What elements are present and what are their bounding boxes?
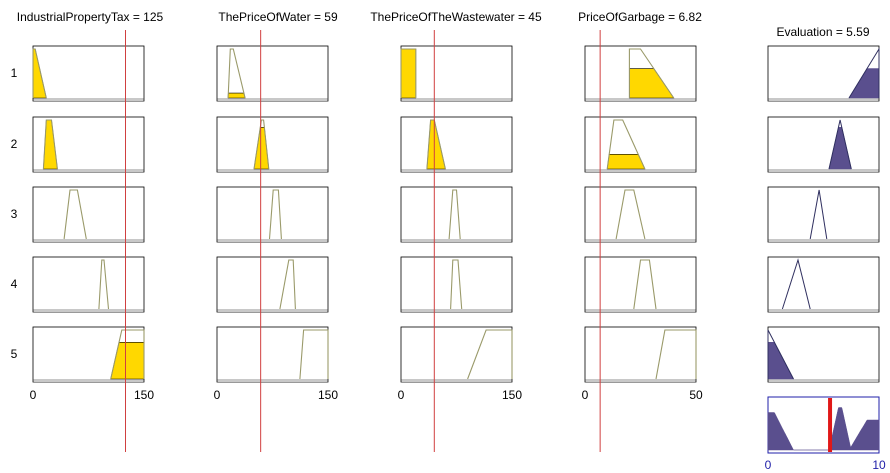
membership-function-line (628, 48, 675, 99)
rule-label-4: 4 (11, 277, 18, 291)
rule-4-input-2-panel (216, 256, 329, 313)
membership-function-line (268, 189, 282, 240)
axis-tick-labels: 0 150 0 150 0 150 0 50 0 10 (30, 388, 886, 472)
input-title-3: ThePriceOfTheWastewater = 45 (370, 10, 542, 24)
rule-3-input-2-panel (216, 186, 329, 243)
rule-2-input-1-panel (32, 116, 145, 173)
rule-5-input-3-panel (400, 326, 513, 383)
output-membership-line (828, 119, 852, 170)
rule-1-input-2-panel (216, 45, 329, 102)
aggregated-output-area (767, 407, 880, 451)
tick-label-max: 150 (318, 388, 338, 402)
input-value-indicators[interactable] (125, 30, 601, 452)
membership-function-line (450, 259, 463, 310)
output-tick-label-min: 0 (765, 458, 772, 472)
rule-4-input-3-panel (400, 256, 513, 313)
rule-5-input-1-panel (32, 326, 145, 383)
tick-label-max: 150 (134, 388, 154, 402)
output-title: Evaluation = 5.59 (776, 25, 869, 39)
rule-5-input-2-panel (216, 326, 329, 383)
membership-function-line (467, 329, 513, 380)
column-titles: IndustrialPropertyTax = 125 ThePriceOfWat… (17, 10, 870, 39)
rule-label-1: 1 (11, 66, 18, 80)
tick-label-min: 0 (214, 388, 221, 402)
aggregated-output-panel (767, 396, 880, 454)
rule-4-output-panel (767, 256, 880, 313)
input-title-4: PriceOfGarbage = 6.82 (578, 10, 702, 24)
tick-label-max: 150 (502, 388, 522, 402)
rule-4-input-1-panel (32, 256, 145, 313)
rule-3-input-3-panel (400, 186, 513, 243)
rule-1-output-panel (767, 45, 880, 102)
firing-strength-area (227, 92, 246, 99)
rule-5-output-panel (767, 326, 880, 383)
tick-label-max: 50 (689, 388, 703, 402)
membership-function-line (63, 189, 87, 240)
output-membership-line (809, 189, 828, 240)
membership-function-line (299, 329, 329, 380)
output-membership-line (767, 329, 794, 380)
rule-label-3: 3 (11, 207, 18, 221)
rule-3-output-panel (767, 186, 880, 243)
rule-label-5: 5 (11, 347, 18, 361)
membership-function-line (98, 259, 110, 310)
rule-2-input-2-panel (216, 116, 329, 173)
tick-label-min: 0 (30, 388, 37, 402)
rule-label-2: 2 (11, 137, 18, 151)
firing-strength-area (400, 48, 417, 99)
rule-4-input-4-panel (584, 256, 697, 313)
output-tick-label-max: 10 (872, 458, 886, 472)
input-title-1: IndustrialPropertyTax = 125 (17, 10, 164, 24)
membership-function-line (655, 329, 697, 380)
membership-function-line (32, 48, 47, 99)
rule-3-input-4-panel (584, 186, 697, 243)
rule-panels (32, 45, 880, 383)
membership-function-line (426, 119, 446, 170)
rule-1-input-4-panel (584, 45, 697, 102)
rule-number-labels: 1 2 3 4 5 (11, 66, 18, 361)
output-membership-line (781, 258, 811, 310)
rule-1-input-3-panel (400, 45, 513, 102)
tick-label-min: 0 (582, 388, 589, 402)
membership-function-line (227, 48, 246, 99)
rule-2-output-panel (767, 116, 880, 173)
membership-function-line (110, 329, 145, 380)
input-title-2: ThePriceOfWater = 59 (218, 10, 338, 24)
membership-function-line (448, 189, 461, 240)
membership-function-line (253, 119, 270, 170)
membership-function-line (400, 48, 417, 98)
rule-2-input-4-panel (584, 116, 697, 173)
membership-function-line (606, 119, 646, 170)
tick-label-min: 0 (398, 388, 405, 402)
membership-function-line (633, 259, 657, 310)
output-membership-line (848, 47, 880, 99)
rule-3-input-1-panel (32, 186, 145, 243)
membership-function-line (615, 189, 646, 240)
membership-function-line (42, 119, 58, 170)
membership-function-line (279, 259, 296, 310)
rule-2-input-3-panel (400, 116, 513, 173)
rule-5-input-4-panel (584, 326, 697, 383)
rule-1-input-1-panel (32, 45, 145, 102)
